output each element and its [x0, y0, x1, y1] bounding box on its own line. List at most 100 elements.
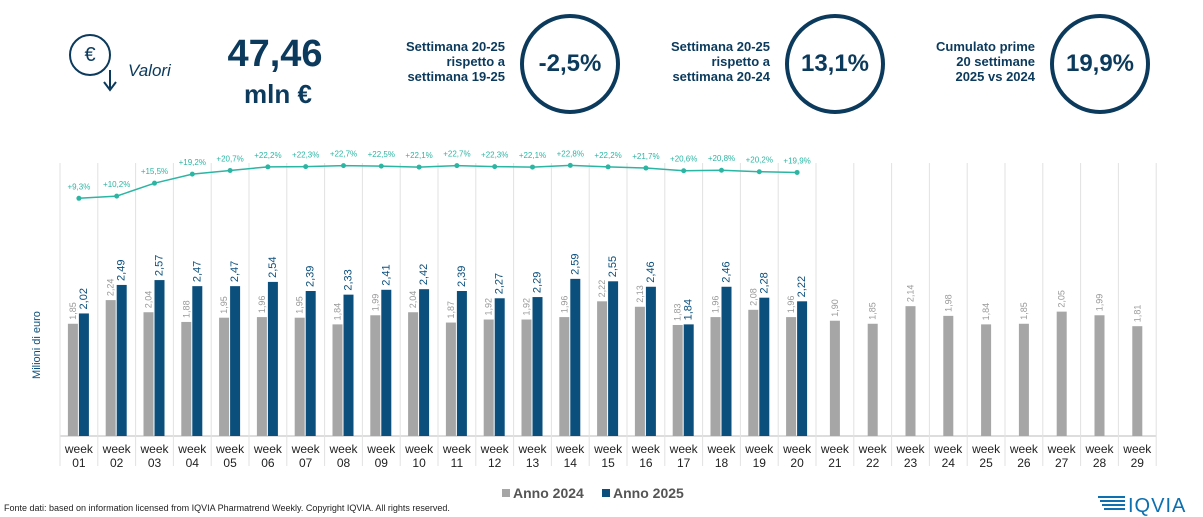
x-tick-label: week 13 [518, 442, 547, 470]
bar [521, 319, 532, 436]
bar-label: 2,39 [456, 266, 468, 287]
bar-label: 2,02 [78, 288, 90, 309]
bar-label: 2,39 [305, 266, 317, 287]
bar [905, 306, 916, 436]
x-tick-label: week 04 [178, 442, 207, 470]
x-tick-label: week 29 [1123, 442, 1152, 470]
bar [381, 289, 392, 436]
bar-label: 2,04 [144, 291, 154, 309]
x-tick-label: week 21 [820, 442, 849, 470]
x-tick-label: week 19 [745, 442, 774, 470]
logo: IQVIA [1128, 495, 1186, 517]
bar [332, 324, 343, 436]
line-point [341, 163, 346, 169]
x-tick-label: week 08 [329, 442, 358, 470]
x-tick-label: week 11 [442, 442, 471, 470]
line-point [794, 169, 800, 175]
x-tick-label: week 22 [858, 442, 887, 470]
kpi-label: settimana 20-24 [672, 69, 770, 84]
bar [943, 315, 954, 436]
bar-label: 1,85 [1019, 302, 1029, 320]
bar-label: 1,84 [981, 303, 991, 321]
bar-label: 2,13 [635, 285, 645, 303]
kpi-label: rispetto a [711, 54, 770, 69]
euro-symbol: € [84, 44, 95, 66]
x-tick-label: week 02 [102, 442, 131, 470]
bar [1018, 323, 1029, 436]
kpi-label: rispetto a [446, 54, 505, 69]
bar-label: 1,85 [868, 302, 878, 320]
line-label: +10,2% [103, 180, 130, 189]
line [78, 164, 798, 200]
bar-label: 2,28 [758, 272, 770, 293]
x-tick-label: week 07 [291, 442, 320, 470]
x-tick-label: week 15 [594, 442, 623, 470]
line-label: +20,2% [746, 156, 773, 165]
bar-label: 2,59 [569, 253, 581, 274]
bar [230, 286, 241, 436]
bar [483, 319, 494, 436]
bar [305, 291, 316, 436]
bar [456, 291, 467, 436]
bar [559, 317, 570, 436]
legend-label: Anno 2024 [513, 485, 584, 501]
x-tick-label: week 14 [556, 442, 585, 470]
bar [683, 324, 694, 436]
line-point [719, 167, 724, 173]
x-tick-label: week 12 [480, 442, 509, 470]
bar-label: 2,49 [116, 260, 128, 281]
euro-icon [69, 34, 111, 76]
bar-label: 2,33 [343, 269, 355, 290]
bar-label: 1,81 [1132, 305, 1142, 323]
bar [672, 324, 683, 436]
bar-label: 1,98 [943, 294, 953, 312]
bar [710, 317, 721, 436]
line-label: +9,3% [67, 182, 90, 191]
bar [154, 280, 165, 436]
bar [829, 320, 840, 436]
kpi-label: Cumulato prime [936, 39, 1035, 54]
x-tick-label: week 24 [934, 442, 963, 470]
x-tick-label: week 03 [140, 442, 169, 470]
kpi-label: 2025 vs 2024 [955, 69, 1035, 84]
kpi-value: -2,5% [520, 14, 620, 114]
bar [143, 312, 154, 436]
bar-label: 1,83 [673, 303, 683, 321]
bar [608, 281, 619, 436]
bar [1094, 315, 1105, 436]
line-label: +22,7% [443, 150, 470, 159]
line-label: +22,3% [292, 151, 319, 160]
bar-label: 1,88 [181, 300, 191, 318]
line-point [567, 162, 573, 168]
legend-swatch [502, 489, 510, 497]
y-axis-label: Milioni di euro [31, 311, 43, 379]
bar [256, 317, 267, 436]
source: Fonte dati: based on information license… [4, 503, 450, 513]
line-point [530, 164, 535, 170]
bar-label: 2,46 [645, 261, 657, 282]
kpi-label: Settimana 20-25 [671, 39, 770, 54]
bar-label: 1,84 [683, 299, 695, 320]
x-tick-label: week 18 [707, 442, 736, 470]
bar-label: 2,54 [267, 256, 279, 277]
bar-label: 2,22 [796, 276, 808, 297]
bar [797, 301, 808, 436]
line-label: +22,1% [405, 151, 432, 160]
bar [748, 309, 759, 436]
bar [867, 323, 878, 436]
legend-label: Anno 2025 [613, 485, 684, 501]
bar-label: 2,05 [1057, 290, 1067, 308]
bar [181, 321, 192, 436]
line-label: +20,8% [708, 154, 735, 163]
line-point [416, 164, 422, 170]
bar-label: 1,85 [68, 302, 78, 320]
x-tick-label: week 05 [216, 442, 245, 470]
line-point [152, 180, 157, 186]
line-point [492, 164, 498, 170]
line-label: +22,3% [481, 151, 508, 160]
bar-label: 1,96 [711, 296, 721, 314]
bar [634, 306, 645, 436]
line-label: +22,5% [368, 150, 395, 159]
bar [1056, 311, 1067, 436]
